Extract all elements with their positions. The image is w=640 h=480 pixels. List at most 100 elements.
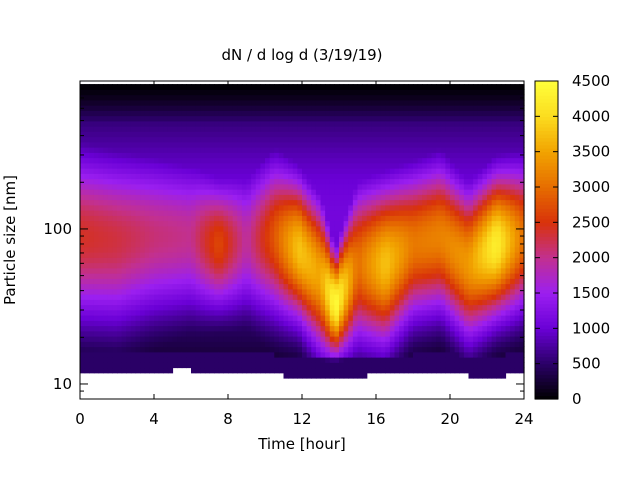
heatmap-cell [297,141,303,148]
heatmap-cell [376,252,382,258]
heatmap-cell [408,336,414,342]
heatmap-cell [89,162,95,169]
heatmap-cell [408,220,414,227]
heatmap-cell [103,105,109,111]
heatmap-cell [297,278,303,285]
heatmap-cell [431,89,437,96]
heatmap-cell [112,194,118,201]
heatmap-cell [440,126,446,132]
heatmap-cell [121,110,127,117]
heatmap-cell [325,126,331,132]
heatmap-cell [112,336,118,342]
heatmap-cell [366,252,372,258]
heatmap-cell [163,84,169,90]
heatmap-cell [399,351,405,358]
heatmap-cell [366,273,372,279]
heatmap-cell [440,315,446,321]
heatmap-cell [214,273,220,279]
heatmap-cell [121,162,127,169]
heatmap-cell [126,94,132,101]
heatmap-cell [278,278,285,285]
heatmap-cell [112,99,118,106]
heatmap-cell [181,294,187,300]
heatmap-cell [255,136,261,143]
heatmap-cell [357,288,363,295]
heatmap-cell [167,309,174,316]
heatmap-cell [107,89,113,96]
heatmap-cell [436,283,442,290]
heatmap-cell [89,199,95,206]
heatmap-cell [246,110,252,117]
heatmap-cell [306,120,312,127]
heatmap-cell [246,341,252,348]
heatmap-cell [413,84,419,90]
heatmap-cell [241,309,248,316]
heatmap-cell [144,183,150,190]
chart-title: dN / d log d (3/19/19) [221,46,382,64]
heatmap-cell [191,231,197,237]
heatmap-cell [334,336,340,342]
heatmap-cell [154,210,160,216]
heatmap-cell [496,246,502,253]
heatmap-cell [315,157,322,164]
heatmap-cell [306,141,312,148]
heatmap-cell [459,362,465,369]
heatmap-cell [491,372,497,379]
heatmap-cell [413,273,419,279]
heatmap-cell [315,262,322,269]
heatmap-cell [352,294,359,300]
heatmap-cell [283,367,289,374]
heatmap-cell [491,315,497,321]
heatmap-cell [417,210,423,216]
heatmap-cell [417,199,423,206]
heatmap-cell [306,199,312,206]
heatmap-cell [274,152,280,159]
heatmap-cell [163,231,169,237]
heatmap-cell [339,336,345,342]
heatmap-cell [496,278,502,285]
heatmap-cell [269,336,275,342]
heatmap-cell [121,299,127,306]
heatmap-cell [255,231,261,237]
heatmap-cell [413,346,419,353]
heatmap-cell [459,173,465,180]
heatmap-cell [357,372,363,379]
heatmap-cell [84,325,90,332]
heatmap-cell [237,336,243,342]
heatmap-cell [482,110,488,117]
heatmap-cell [477,315,483,321]
heatmap-cell [352,346,359,353]
heatmap-cell [241,278,248,285]
heatmap-cell [463,325,470,332]
heatmap-cell [422,105,428,111]
heatmap-cell [302,299,308,306]
heatmap-cell [93,120,100,127]
heatmap-cell [84,330,90,337]
heatmap-cell [302,173,308,180]
heatmap-cell [237,204,243,211]
heatmap-cell [283,231,289,237]
heatmap-cell [366,231,372,237]
heatmap-cell [93,231,100,237]
heatmap-cell [237,288,243,295]
heatmap-cell [487,283,493,290]
heatmap-cell [172,231,178,237]
heatmap-cell [283,288,289,295]
heatmap-cell [491,115,497,122]
heatmap-cell [399,120,405,127]
heatmap-cell [278,262,285,269]
heatmap-cell [181,236,187,243]
heatmap-cell [403,351,409,358]
heatmap-cell [228,115,234,122]
heatmap-cell [482,283,488,290]
heatmap-cell [283,267,289,274]
heatmap-cell [329,194,335,201]
heatmap-cell [459,115,465,122]
heatmap-cell [394,367,400,374]
heatmap-cell [431,283,437,290]
heatmap-cell [334,99,340,106]
heatmap-cell [209,199,215,206]
heatmap-cell [297,110,303,117]
heatmap-cell [214,246,220,253]
heatmap-cell [130,204,137,211]
